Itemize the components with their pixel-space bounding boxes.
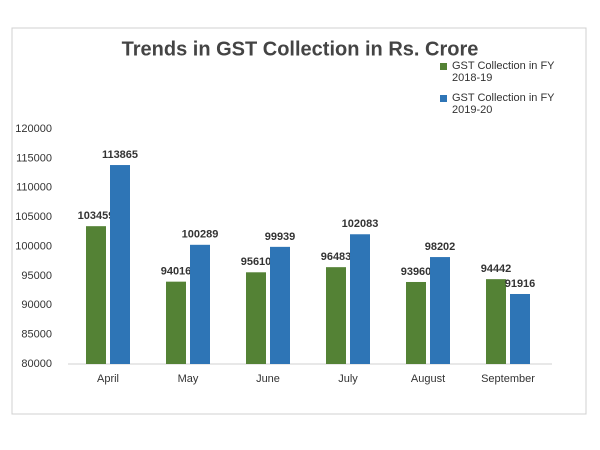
legend-label: GST Collection in FY 2019-20: [452, 92, 555, 116]
y-tick-label: 115000: [16, 152, 52, 164]
legend-item: GST Collection in FY 2018-19: [440, 60, 580, 84]
legend-swatch: [440, 95, 447, 102]
value-label: 100289: [182, 229, 219, 241]
legend-item: GST Collection in FY 2019-20: [440, 92, 580, 116]
value-label: 96483: [321, 251, 352, 263]
bar: [86, 226, 106, 364]
x-tick-label: June: [256, 373, 280, 385]
value-label: 95610: [241, 256, 272, 268]
value-label: 99939: [265, 231, 296, 243]
x-tick-label: April: [97, 373, 119, 385]
y-tick-label: 120000: [15, 123, 52, 135]
x-tick-label: August: [411, 373, 445, 385]
y-tick-label: 110000: [16, 182, 52, 194]
bar: [190, 244, 210, 364]
y-tick-label: 95000: [21, 270, 52, 282]
bar: [110, 165, 130, 364]
y-tick-label: 80000: [21, 358, 52, 370]
legend-label: GST Collection in FY 2018-19: [452, 60, 555, 84]
value-label: 93960: [401, 266, 432, 278]
chart-title: Trends in GST Collection in Rs. Crore: [122, 38, 479, 60]
legend: GST Collection in FY 2018-19 GST Collecti…: [440, 60, 580, 124]
x-tick-label: July: [338, 373, 358, 385]
y-tick-label: 85000: [21, 329, 52, 341]
legend-swatch: [440, 63, 447, 70]
bar: [406, 281, 426, 364]
bar: [246, 272, 266, 364]
value-label: 91916: [505, 278, 536, 290]
y-tick-label: 105000: [15, 211, 52, 223]
x-tick-label: May: [178, 373, 199, 385]
bar: [486, 279, 506, 364]
bar: [166, 281, 186, 364]
bar: [350, 234, 370, 364]
bar: [430, 257, 450, 364]
value-label: 103459: [78, 210, 115, 222]
bar: [510, 293, 530, 364]
value-label: 94442: [481, 263, 512, 275]
value-label: 102083: [342, 218, 379, 230]
x-tick-label: September: [481, 373, 535, 385]
value-label: 113865: [102, 149, 138, 161]
value-label: 94016: [161, 266, 192, 278]
bar: [270, 246, 290, 364]
y-tick-label: 100000: [15, 240, 52, 252]
value-label: 98202: [425, 241, 456, 253]
bar: [326, 267, 346, 364]
y-tick-label: 90000: [21, 299, 52, 311]
